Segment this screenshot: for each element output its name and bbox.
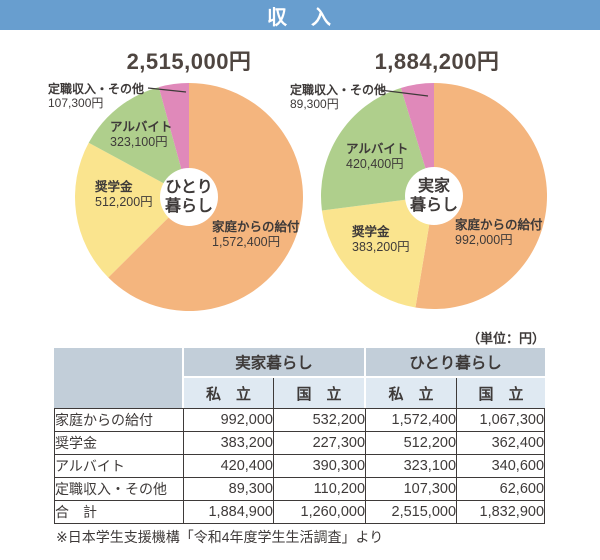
table-row: アルバイト 420,400 390,300 323,100 340,600 xyxy=(54,455,546,478)
pie-center-label-jikka: 実家 暮らし xyxy=(410,177,458,215)
slice-value: 512,200円 xyxy=(95,194,153,209)
pie-charts-svg xyxy=(74,83,548,311)
cell-value: 1,067,300 xyxy=(457,408,546,432)
col-header-jikka-kokuritsu: 国 立 xyxy=(274,378,367,408)
center-line2: 暮らし xyxy=(164,198,214,215)
row-label: 定職収入・その他 xyxy=(54,478,184,501)
slice-label-hitori-arbeit: アルバイト 323,100円 xyxy=(110,120,172,149)
cell-value: 383,200 xyxy=(184,432,274,455)
slice-label-hitori-kyufu: 家庭からの給付 1,572,400円 xyxy=(212,220,300,249)
charts-area: 2,515,000円 1,884,200円 家庭からの給付 1,572,400円… xyxy=(0,30,600,336)
slice-name: 家庭からの給付 xyxy=(212,220,300,234)
row-label: 奨学金 xyxy=(54,432,184,455)
slice-label-hitori-shogakukin: 奨学金 512,200円 xyxy=(95,180,153,209)
slice-label-jikka-kyufu: 家庭からの給付 992,000円 xyxy=(455,218,543,247)
slice-name: 奨学金 xyxy=(95,180,133,194)
slice-label-hitori-teishoku: 定職収入・その他 107,300円 xyxy=(48,82,144,110)
table-row-total: 合 計 1,884,900 1,260,000 2,515,000 1,832,… xyxy=(54,501,546,524)
table-corner-cell xyxy=(54,348,184,408)
col-header-jikka-shiritsu: 私 立 xyxy=(184,378,274,408)
cell-value: 2,515,000 xyxy=(366,501,458,524)
pie-total-hitori: 2,515,000円 xyxy=(126,49,252,74)
slice-name: 定職収入・その他 xyxy=(290,83,387,97)
pie-slice-jikka xyxy=(321,196,434,308)
table-row: 家庭からの給付 992,000 532,200 1,572,400 1,067,… xyxy=(54,408,546,432)
slice-label-jikka-arbeit: アルバイト 420,400円 xyxy=(346,142,408,171)
cell-value: 1,572,400 xyxy=(366,408,458,432)
income-table: 実家暮らし ひとり暮らし 私 立 国 立 私 立 国 立 家庭からの給付 992… xyxy=(54,348,546,524)
cell-value: 390,300 xyxy=(274,455,367,478)
row-label: 合 計 xyxy=(54,501,184,524)
col-group-jikka: 実家暮らし xyxy=(184,348,367,378)
pie-slice-jikka xyxy=(400,83,434,196)
section-title: 収 入 xyxy=(267,6,333,29)
slice-name: 奨学金 xyxy=(352,225,390,239)
leader-line xyxy=(379,89,429,97)
slice-name: 定職収入・その他 xyxy=(48,82,145,96)
cell-value: 340,600 xyxy=(457,455,546,478)
leader-line xyxy=(147,87,187,93)
row-label: アルバイト xyxy=(54,455,184,478)
slice-value: 1,572,400円 xyxy=(212,234,281,249)
center-line1: ひとり xyxy=(165,179,213,196)
pie-slice-jikka xyxy=(321,87,434,211)
center-line1: 実家 xyxy=(417,178,451,195)
cell-value: 512,200 xyxy=(366,432,458,455)
row-label: 家庭からの給付 xyxy=(54,408,184,432)
slice-value: 323,100円 xyxy=(110,134,168,149)
pie-slice-hitori xyxy=(158,83,189,197)
cell-value: 1,884,900 xyxy=(184,501,274,524)
unit-note: （単位：円） xyxy=(466,331,545,346)
slice-value: 420,400円 xyxy=(346,156,404,171)
table-row: 奨学金 383,200 227,300 512,200 362,400 xyxy=(54,432,546,455)
cell-value: 227,300 xyxy=(274,432,367,455)
section-header: 収 入 xyxy=(0,0,600,30)
pie-slice-hitori xyxy=(74,142,189,278)
cell-value: 323,100 xyxy=(366,455,458,478)
slice-value: 107,300円 xyxy=(48,96,104,110)
cell-value: 992,000 xyxy=(184,408,274,432)
cell-value: 62,600 xyxy=(457,478,546,501)
col-header-hitori-shiritsu: 私 立 xyxy=(366,378,458,408)
pie-total-jikka: 1,884,200円 xyxy=(374,49,500,74)
slice-value: 383,200円 xyxy=(352,239,410,254)
table-row: 定職収入・その他 89,300 110,200 107,300 62,600 xyxy=(54,478,546,501)
pie-slice-hitori xyxy=(88,87,189,197)
col-group-hitori: ひとり暮らし xyxy=(366,348,546,378)
cell-value: 89,300 xyxy=(184,478,274,501)
cell-value: 107,300 xyxy=(366,478,458,501)
donut-hole xyxy=(160,168,218,226)
center-line2: 暮らし xyxy=(409,197,459,214)
slice-value: 89,300円 xyxy=(290,97,339,111)
cell-value: 362,400 xyxy=(457,432,546,455)
slice-value: 992,000円 xyxy=(455,232,513,247)
col-header-hitori-kokuritsu: 国 立 xyxy=(457,378,546,408)
donut-hole xyxy=(405,167,463,225)
cell-value: 110,200 xyxy=(274,478,367,501)
slice-name: アルバイト xyxy=(346,142,409,156)
pie-slice-jikka xyxy=(415,83,548,310)
source-footnote: ※日本学生支援機構「令和4年度学生生活調査」より xyxy=(56,529,384,545)
slice-label-jikka-shogakukin: 奨学金 383,200円 xyxy=(352,225,410,254)
cell-value: 532,200 xyxy=(274,408,367,432)
cell-value: 1,260,000 xyxy=(274,501,367,524)
pie-center-label-hitori: ひとり 暮らし xyxy=(165,178,213,216)
slice-label-jikka-teishoku: 定職収入・その他 89,300円 xyxy=(290,83,386,111)
slice-name: アルバイト xyxy=(110,120,173,134)
cell-value: 420,400 xyxy=(184,455,274,478)
slice-name: 家庭からの給付 xyxy=(455,218,543,232)
cell-value: 1,832,900 xyxy=(457,501,546,524)
